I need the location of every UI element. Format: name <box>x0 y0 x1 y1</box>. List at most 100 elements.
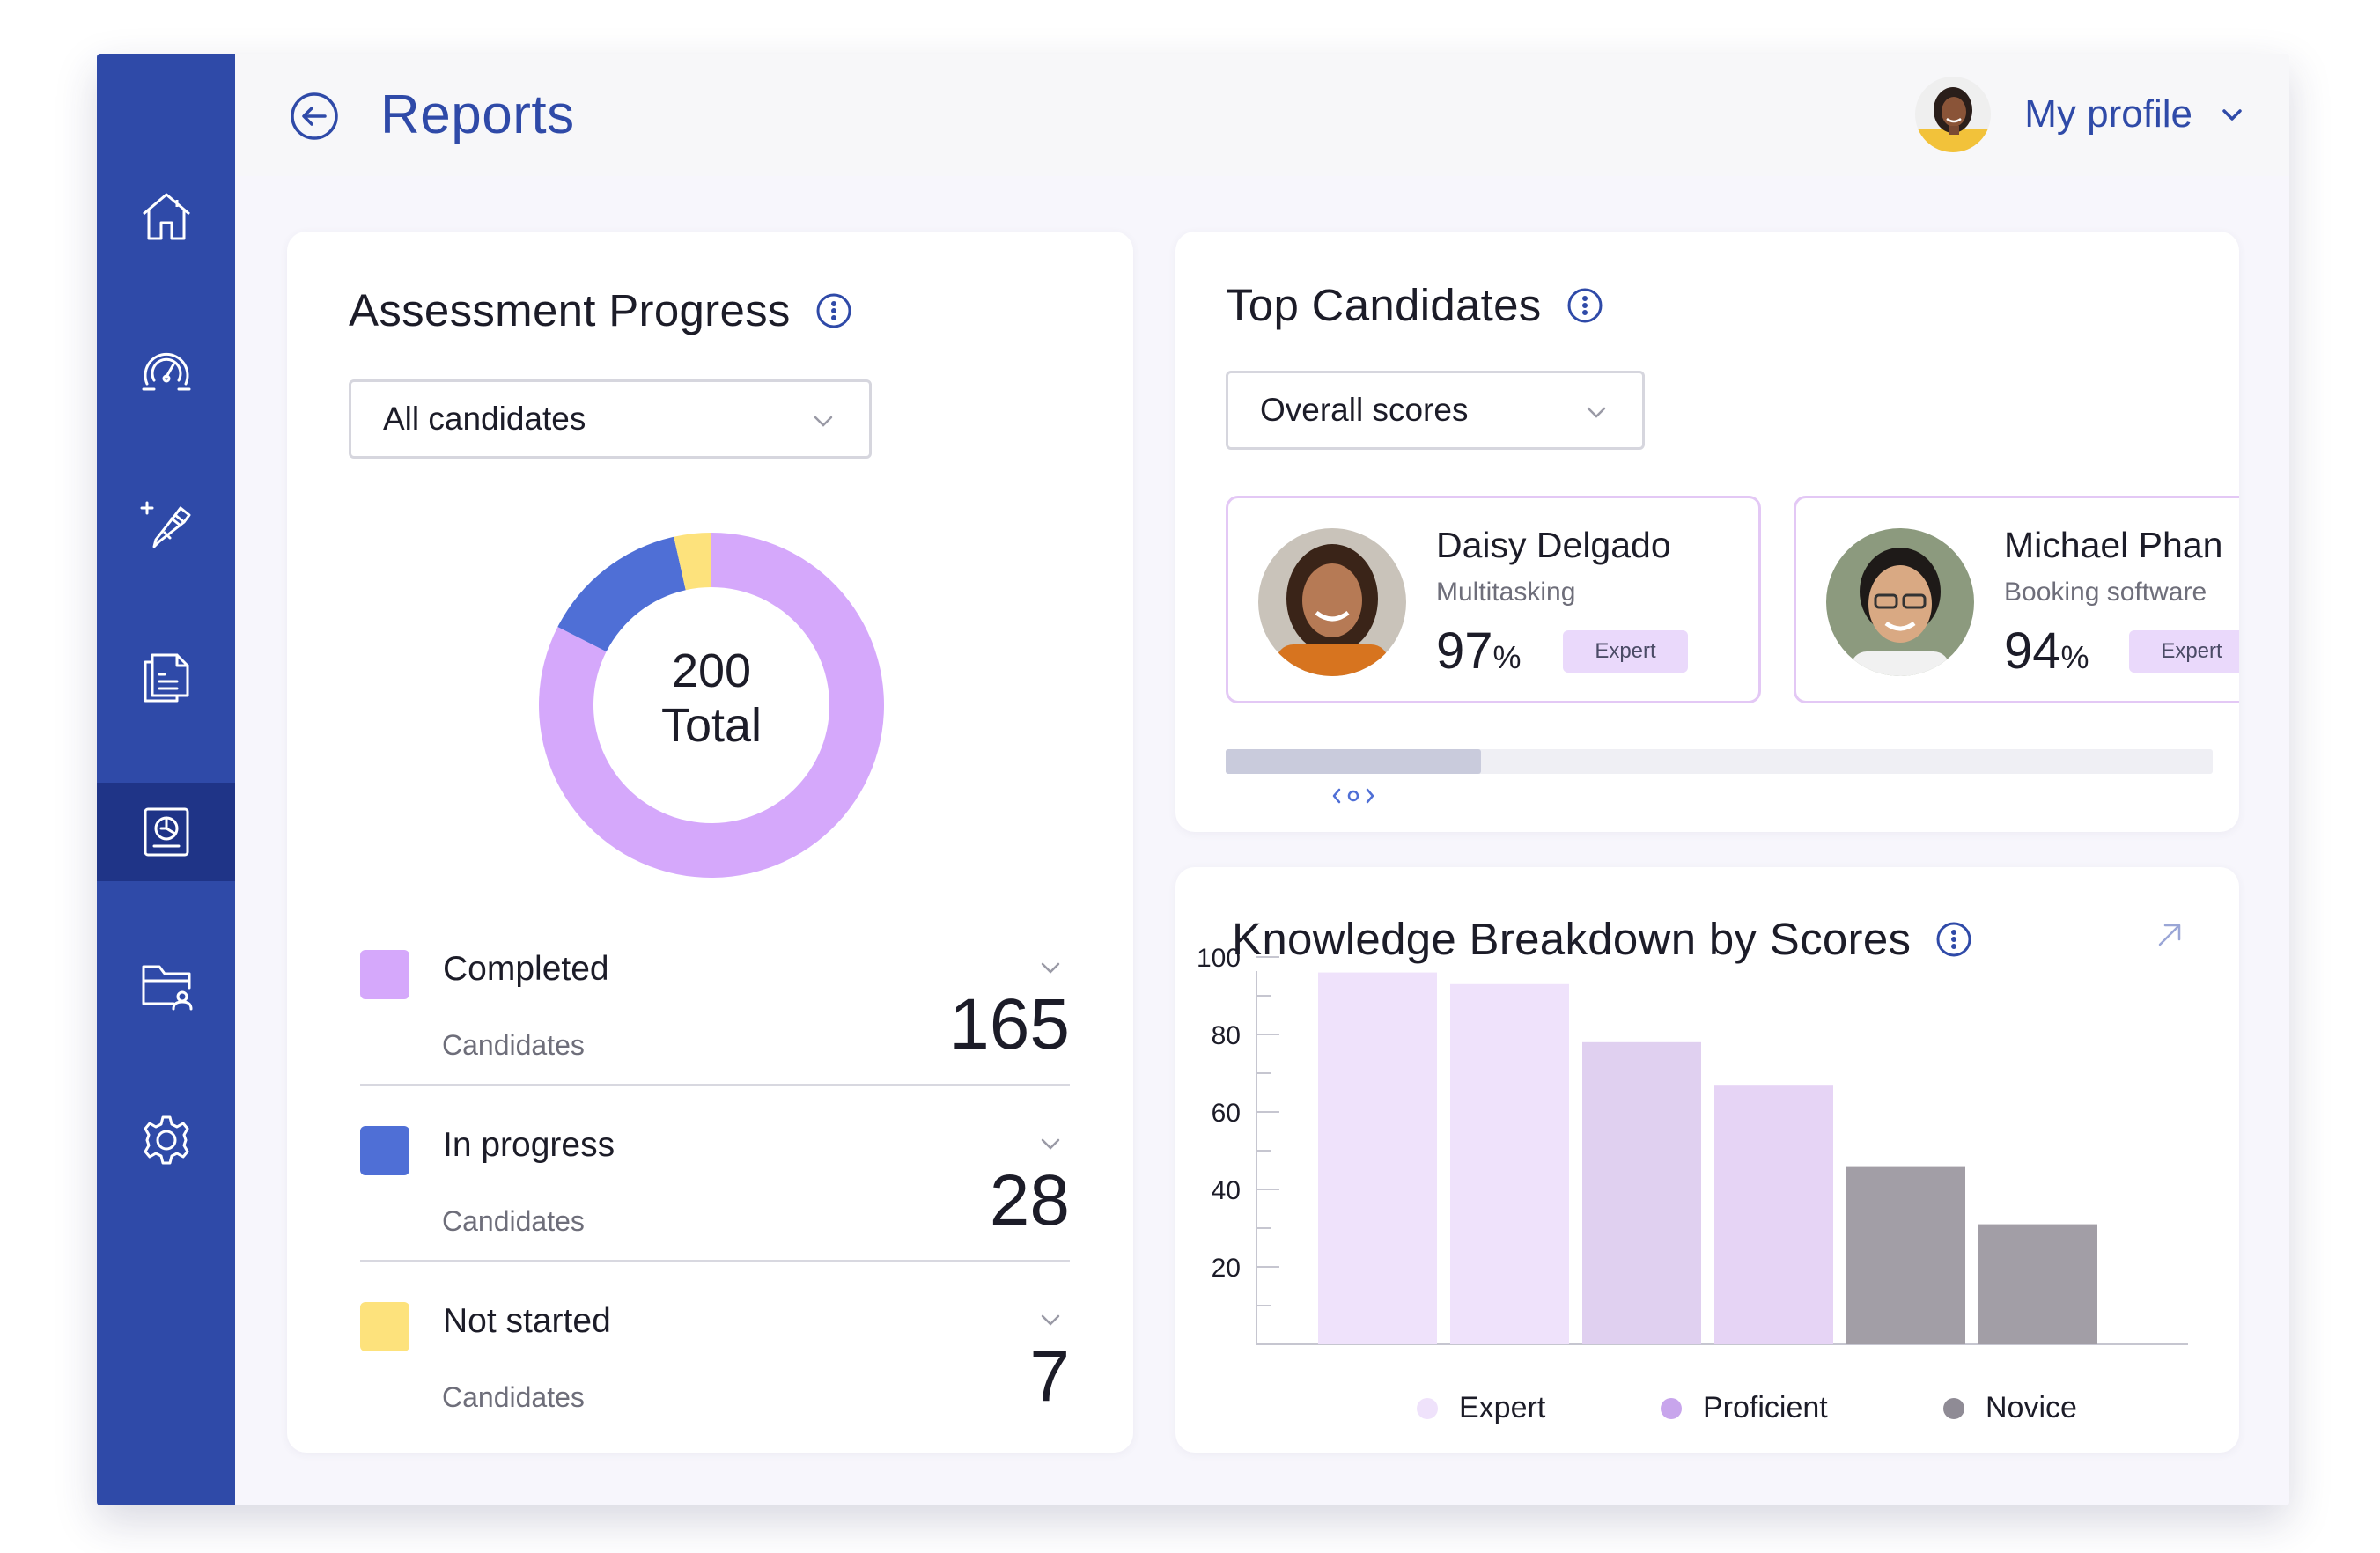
status-row-not-started: Not started Candidates 7 <box>360 1295 1070 1468</box>
profile-menu[interactable]: My profile <box>1915 77 2245 152</box>
y-tick-label: 20 <box>1212 1254 1241 1283</box>
not-started-swatch <box>360 1302 409 1351</box>
expand-arrow-icon[interactable] <box>2155 920 2185 950</box>
top-candidates-title-text: Top Candidates <box>1226 280 1542 330</box>
sidebar-item-documents[interactable] <box>97 629 235 727</box>
info-icon[interactable] <box>815 292 852 329</box>
legend-dot <box>1417 1397 1438 1419</box>
knowledge-bar-chart: 100 80 60 40 20 <box>1197 944 2188 1345</box>
candidate-score-unit: % <box>2060 639 2089 675</box>
scores-filter-dropdown[interactable]: Overall scores <box>1226 371 1645 450</box>
status-count: 165 <box>949 984 1070 1064</box>
candidate-score: 94% <box>2004 622 2089 681</box>
y-tick-label: 60 <box>1212 1099 1241 1128</box>
reports-icon <box>144 807 188 857</box>
sidebar-item-dashboard[interactable] <box>97 320 235 419</box>
donut-total-label: Total <box>660 699 763 752</box>
chevron-down-icon <box>814 416 833 427</box>
knowledge-breakdown-title-text: Knowledge Breakdown by Scores <box>1232 914 1912 964</box>
divider <box>360 1260 1070 1262</box>
sidebar-item-candidates[interactable] <box>97 937 235 1035</box>
y-tick-label: 40 <box>1212 1176 1241 1205</box>
info-icon[interactable] <box>1935 921 1972 958</box>
candidate-score-value: 94 <box>2004 622 2061 680</box>
candidate-card[interactable]: Daisy Delgado Multitasking 97% Expert <box>1226 496 1761 703</box>
legend-dot <box>1943 1397 1964 1419</box>
donut-slice-completed <box>538 533 884 878</box>
info-icon[interactable] <box>1566 287 1603 324</box>
donut-slice-not-started <box>674 533 711 591</box>
level-badge: Expert <box>2129 630 2239 673</box>
settings-icon <box>144 1115 188 1165</box>
header: Reports My profile <box>235 54 2289 176</box>
legend-item-proficient: Proficient <box>1661 1391 1828 1425</box>
sidebar-item-reports[interactable] <box>97 783 235 881</box>
candidates-folder-icon <box>142 965 192 1011</box>
bar-novice <box>1846 1166 1965 1344</box>
candidate-skill: Booking software <box>2004 578 2207 607</box>
scroll-arrows-icon[interactable] <box>1330 783 1376 809</box>
scores-filter-value: Overall scores <box>1260 392 1469 428</box>
candidate-photo <box>1258 528 1406 676</box>
horizontal-scrollbar[interactable] <box>1226 749 2213 774</box>
assessment-progress-title: Assessment Progress <box>349 284 852 336</box>
chevron-down-icon <box>2222 109 2242 121</box>
donut-slice-in-progress <box>557 536 686 652</box>
level-badge: Expert <box>1563 630 1688 673</box>
page-title: Reports <box>380 85 575 145</box>
assessment-progress-title-text: Assessment Progress <box>349 285 791 335</box>
app-window: Reports My profile Assessment Progress <box>97 54 2289 1505</box>
status-row-in-progress: In progress Candidates 28 <box>360 1119 1070 1292</box>
status-sublabel: Candidates <box>442 1381 585 1413</box>
knowledge-breakdown-title: Knowledge Breakdown by Scores <box>1232 913 1972 965</box>
candidate-name: Michael Phan <box>2004 525 2223 565</box>
legend-label: Novice <box>1986 1391 2077 1424</box>
bar-expert <box>1318 972 1437 1344</box>
status-label: Not started <box>443 1302 611 1340</box>
chevron-down-icon[interactable] <box>1038 955 1063 980</box>
candidate-card[interactable]: Michael Phan Booking software 94% Expert <box>1794 496 2239 703</box>
candidate-score-value: 97 <box>1436 622 1493 680</box>
profile-label: My profile <box>2024 92 2192 136</box>
sidebar <box>97 54 235 1505</box>
status-sublabel: Candidates <box>442 1205 585 1237</box>
status-label: Completed <box>443 950 609 988</box>
dashboard-gauge-icon <box>142 352 190 391</box>
back-arrow-icon[interactable] <box>290 92 339 141</box>
sidebar-item-create[interactable] <box>97 475 235 573</box>
top-candidates-title: Top Candidates <box>1226 279 1603 331</box>
candidate-skill: Multitasking <box>1436 578 1576 607</box>
candidate-score: 97% <box>1436 622 1522 681</box>
legend-label: Proficient <box>1703 1391 1828 1424</box>
bar-proficient <box>1714 1085 1833 1344</box>
assessment-donut-chart <box>538 533 884 878</box>
y-tick-label: 100 <box>1197 944 1241 973</box>
status-count: 7 <box>1029 1336 1070 1417</box>
status-count: 28 <box>989 1160 1070 1240</box>
documents-icon <box>144 653 188 703</box>
legend-label: Expert <box>1459 1391 1546 1424</box>
sidebar-item-settings[interactable] <box>97 1091 235 1189</box>
scrollbar-thumb[interactable] <box>1226 749 1481 774</box>
candidate-photo <box>1826 528 1974 676</box>
assessment-progress-card: Assessment Progress All candidates 200 T… <box>287 232 1133 1453</box>
sidebar-item-home[interactable] <box>97 166 235 265</box>
legend-item-novice: Novice <box>1943 1391 2077 1425</box>
top-candidates-card: Top Candidates Overall scores Dais <box>1175 232 2239 832</box>
home-icon <box>142 193 190 240</box>
bar-proficient <box>1582 1041 1701 1344</box>
candidates-filter-value: All candidates <box>383 401 586 437</box>
donut-total-value: 200 <box>671 644 752 697</box>
legend-item-expert: Expert <box>1417 1391 1545 1425</box>
candidates-filter-dropdown[interactable]: All candidates <box>349 379 872 459</box>
in-progress-swatch <box>360 1126 409 1175</box>
candidate-name: Daisy Delgado <box>1436 525 1671 565</box>
chevron-down-icon[interactable] <box>1038 1307 1063 1332</box>
chevron-down-icon <box>1587 407 1606 418</box>
candidate-score-unit: % <box>1492 639 1522 675</box>
status-label: In progress <box>443 1126 615 1164</box>
donut-center-label: 200 Total <box>527 644 896 753</box>
chevron-down-icon[interactable] <box>1038 1131 1063 1156</box>
bar-novice <box>1978 1224 2097 1344</box>
knowledge-breakdown-card: Knowledge Breakdown by Scores 100 80 60 40 2… <box>1175 867 2239 1453</box>
